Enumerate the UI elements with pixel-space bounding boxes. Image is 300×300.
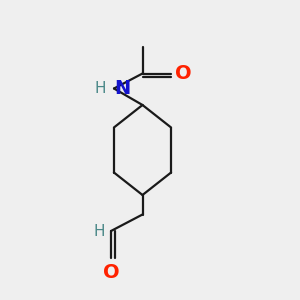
Text: H: H [94,224,105,238]
Text: H: H [95,81,106,96]
Text: O: O [103,263,119,282]
Text: O: O [176,64,192,83]
Text: N: N [114,79,130,98]
